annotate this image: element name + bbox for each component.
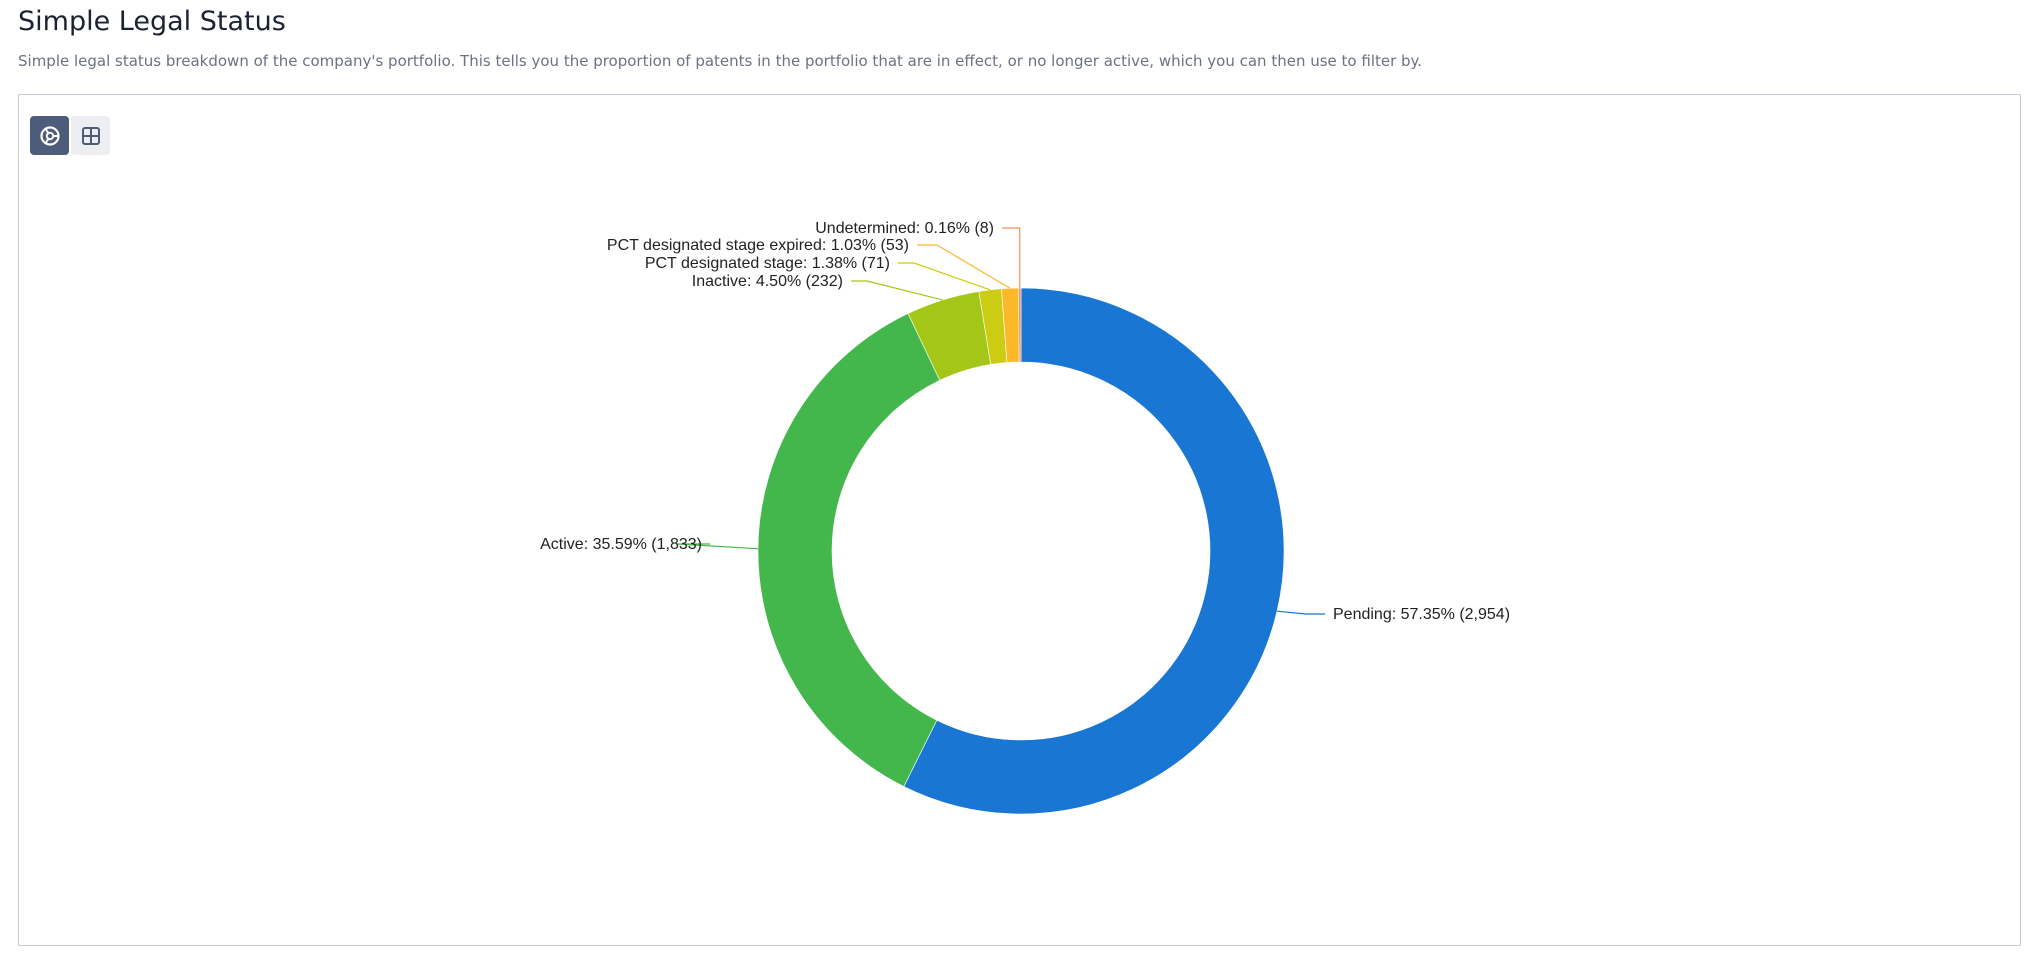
- label-leader-line: [898, 263, 990, 290]
- label-leader-line: [1002, 228, 1020, 288]
- label-leader-line: [917, 245, 1010, 288]
- chart-panel: Pending: 57.35% (2,954) Active: 35.59% (1…: [18, 94, 2021, 946]
- label-leader-line: [851, 281, 943, 300]
- slice-label: PCT designated stage: 1.38% (71): [645, 255, 890, 272]
- slice-label: Inactive: 4.50% (232): [692, 273, 843, 290]
- label-leader-line: [1277, 611, 1325, 614]
- slice-label: Active: 35.59% (1,833): [540, 536, 702, 553]
- donut-chart: Pending: 57.35% (2,954) Active: 35.59% (1…: [19, 95, 2020, 945]
- slice-label: Undetermined: 0.16% (8): [815, 220, 994, 237]
- page-description: Simple legal status breakdown of the com…: [18, 52, 1422, 70]
- donut-slice-undetermined[interactable]: [1018, 288, 1021, 362]
- slice-label: PCT designated stage expired: 1.03% (53): [607, 237, 909, 254]
- donut-slice-active[interactable]: [758, 314, 940, 787]
- slice-label: Pending: 57.35% (2,954): [1333, 606, 1510, 623]
- page-title: Simple Legal Status: [18, 6, 286, 37]
